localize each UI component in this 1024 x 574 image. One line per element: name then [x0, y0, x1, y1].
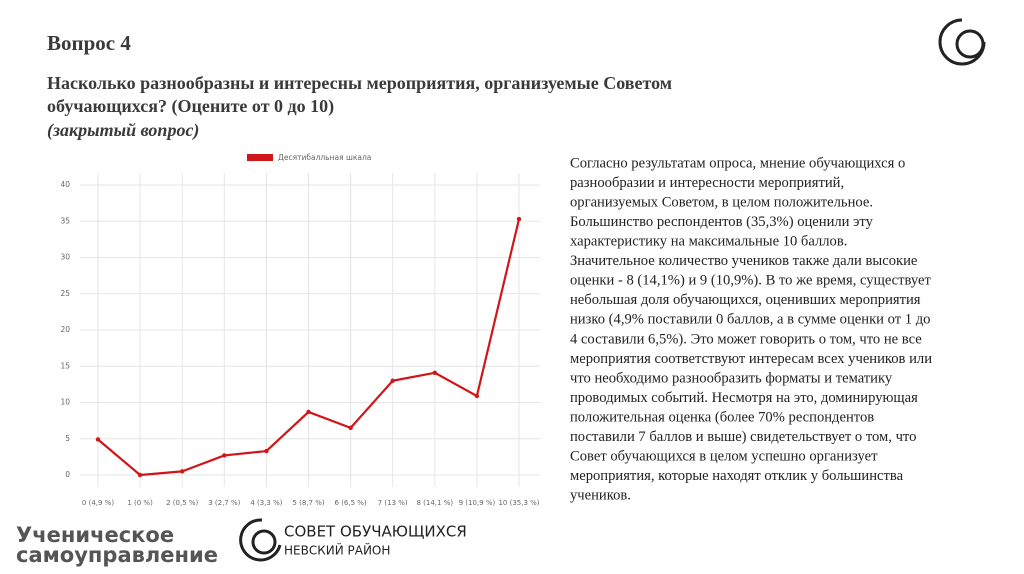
legend-swatch [247, 154, 273, 161]
question-line: обучающихся? (Оцените от 0 до 10) [47, 96, 334, 117]
body-line: небольшая доля обучающихся, оценивших ме… [570, 292, 921, 308]
y-tick-label: 35 [60, 216, 70, 225]
x-tick-label: 9 (10,9 %) [459, 499, 496, 507]
x-tick-label: 8 (14,1 %) [416, 499, 453, 507]
body-line: Согласно результатам опроса, мнение обуч… [570, 155, 905, 171]
body-line: разнообразии и интересности мероприятий, [570, 175, 844, 191]
body-line: Совет обучающихся в целом успешно органи… [570, 449, 878, 465]
data-point [137, 472, 143, 478]
body-line: характеристику на максимальные 10 баллов… [570, 234, 847, 250]
data-point [474, 393, 480, 399]
logo-circle [251, 529, 277, 555]
y-tick-label: 15 [60, 361, 70, 370]
data-point [516, 216, 522, 222]
body-line: что необходимо разнообразить форматы и т… [570, 370, 893, 386]
x-tick-label: 3 (2,7 %) [208, 499, 240, 507]
x-tick-label: 4 (3,3 %) [250, 499, 282, 507]
chart: 0 5 10 15 20 25 30 35 40 0 (4,9 %) 1 (0 %) 2 (0,5 %… [60, 153, 540, 507]
data-point [180, 469, 185, 474]
body-line: организуемых Советом, в целом положитель… [570, 194, 873, 210]
body-line: Значительное количество учеников также д… [570, 253, 917, 269]
data-point [306, 409, 311, 415]
data-point [390, 378, 395, 383]
logo-arc [239, 518, 282, 562]
data-point [222, 453, 227, 458]
y-tick-label: 30 [60, 253, 70, 262]
logo-left: Ученическое самоуправление [16, 523, 218, 567]
y-tick-label: 10 [60, 398, 70, 407]
slide-title: Вопрос 4 [47, 31, 131, 55]
logo-center: СОВЕТ ОБУЧАЮЩИХСЯ НЕВСКИЙ РАЙОН [236, 515, 490, 571]
body-line: мероприятия соответствуют интересам всех… [570, 351, 932, 367]
data-point [348, 425, 353, 431]
x-tick-label: 5 (8,7 %) [292, 499, 324, 507]
body-line: низко (4,9% поставили 0 баллов, а в сумм… [570, 312, 930, 328]
body-line: учеников. [570, 488, 631, 504]
x-tick-label: 6 (6,5 %) [335, 499, 367, 507]
logo-text: НЕВСКИЙ РАЙОН [284, 543, 390, 558]
logo-arc [938, 18, 986, 66]
x-tick-label: 1 (0 %) [127, 499, 153, 507]
logo-text: СОВЕТ ОБУЧАЮЩИХСЯ [284, 523, 467, 541]
y-tick-label: 0 [65, 470, 70, 479]
y-tick-label: 40 [60, 180, 70, 189]
legend-label: Десятибалльная шкала [278, 153, 371, 162]
logo-circle [955, 29, 985, 59]
x-tick-label: 7 (13 %) [378, 499, 408, 507]
body-line: мероприятия, которые находят отклик у бо… [570, 468, 904, 484]
body-line: оценки - 8 (14,1%) и 9 (10,9%). В то же … [570, 273, 932, 289]
data-point [432, 370, 437, 375]
body-line: 4 составили 6,5%). Это может говорить о … [570, 331, 922, 347]
question-line: Насколько разнообразны и интересны мероп… [47, 73, 672, 93]
body-line: положительная оценка (более 70% респонде… [570, 409, 874, 425]
question-note: (закрытый вопрос) [47, 120, 199, 141]
x-tick-label: 10 (35,3 %) [498, 499, 539, 507]
data-point [264, 448, 269, 454]
y-tick-label: 25 [60, 289, 70, 298]
x-tick-label: 2 (0,5 %) [166, 499, 198, 507]
x-tick-label: 0 (4,9 %) [82, 499, 114, 507]
body-text: Согласно результатам опроса, мнение обуч… [570, 155, 932, 503]
body-line: Большинство респондентов (35,3%) оценили… [570, 214, 874, 230]
data-point [95, 437, 101, 442]
y-tick-label: 5 [65, 434, 70, 443]
body-line: поставили 7 баллов и выше) свидетельству… [570, 429, 916, 445]
top-logo [938, 18, 986, 66]
y-tick-label: 20 [60, 325, 70, 334]
logo-box [236, 515, 490, 571]
logo-text: Ученическое [16, 523, 174, 547]
body-line: проводимых событий. Несмотря на это, дом… [570, 390, 918, 406]
logo-text: самоуправление [16, 543, 218, 567]
